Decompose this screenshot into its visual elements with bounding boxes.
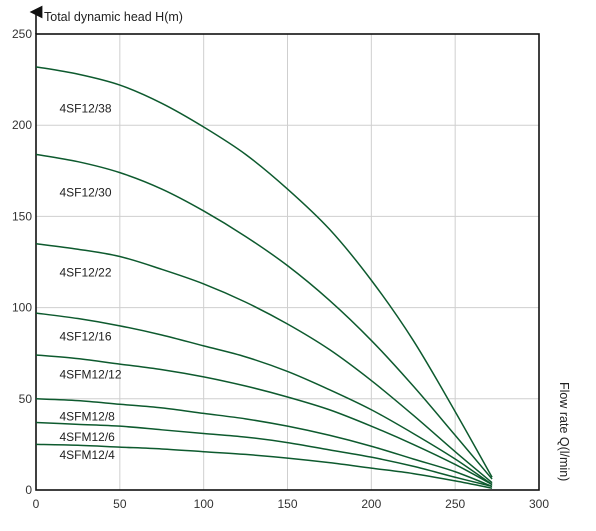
series-curve-4sfm12-6 [35,421,493,488]
grid-lines [36,34,539,490]
series-label: 4SFM12/4 [59,448,115,462]
y-axis-title: Total dynamic head H(m) [44,10,183,24]
x-tick-label: 150 [277,497,297,511]
series-curves [35,66,493,489]
series-label: 4SFM12/6 [59,430,115,444]
x-tick-label: 200 [361,497,381,511]
series-curve-4sf12-16 [35,312,493,486]
series-labels: 4SF12/38 4SF12/30 4SF12/22 4SF12/16 4SFM12/1… [59,101,121,462]
y-tick-label: 100 [12,301,32,315]
x-tick-label: 100 [194,497,214,511]
x-axis-title: Flow rate Q(l/min) [557,382,571,481]
series-curve-4sfm12-8 [35,398,493,488]
series-curve-4sf12-30 [35,153,493,480]
series-label: 4SFM12/12 [59,368,121,382]
y-tick-label: 0 [25,483,32,497]
series-curve-4sfm12-12 [35,354,493,486]
y-tick-label: 200 [12,118,32,132]
series-label: 4SF12/30 [59,185,111,199]
tick-labels: 0 50 100 150 200 250 300 0 50 100 150 200 250 [12,27,549,511]
x-tick-label: 300 [529,497,549,511]
series-label: 4SF12/16 [59,329,111,343]
series-label: 4SF12/38 [59,101,111,115]
x-tick-label: 0 [33,497,40,511]
y-tick-label: 250 [12,27,32,41]
y-tick-label: 150 [12,209,32,223]
series-label: 4SFM12/8 [59,410,115,424]
plot-frame [35,33,540,491]
x-tick-label: 50 [113,497,127,511]
series-curve-4sf12-22 [35,243,493,484]
y-tick-label: 50 [19,392,33,406]
series-label: 4SF12/22 [59,266,111,280]
x-tick-label: 250 [445,497,465,511]
series-curve-4sf12-38 [35,66,493,478]
series-curve-4sfm12-4 [35,443,493,489]
